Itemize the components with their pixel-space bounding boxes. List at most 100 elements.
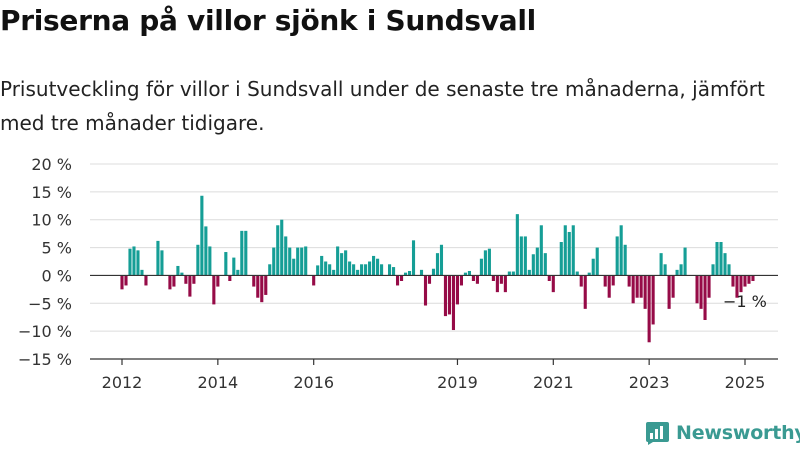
bar — [683, 247, 687, 276]
bar — [615, 236, 619, 276]
bar — [539, 225, 543, 276]
bar — [547, 275, 551, 281]
bar — [372, 255, 376, 276]
bar — [695, 275, 699, 304]
bar — [200, 195, 204, 276]
bar — [607, 275, 611, 298]
bar — [407, 270, 412, 276]
bar — [356, 269, 360, 276]
bar — [627, 275, 631, 287]
x-tick-label: 2012 — [102, 373, 143, 390]
bar — [316, 265, 320, 276]
bar — [451, 275, 456, 331]
bar — [667, 275, 671, 309]
x-tick-label: 2021 — [533, 373, 574, 390]
bar — [212, 275, 216, 305]
bar — [224, 252, 228, 276]
bar — [268, 264, 272, 276]
bar — [411, 240, 416, 276]
bar — [587, 272, 591, 276]
bar — [703, 275, 707, 320]
bar — [168, 275, 172, 290]
bar — [208, 246, 212, 276]
x-tick-label: 2014 — [197, 373, 238, 390]
y-tick-label: 20 % — [31, 155, 72, 174]
bar — [128, 248, 132, 276]
bar — [631, 275, 635, 304]
bar — [324, 261, 328, 276]
bar — [439, 244, 444, 276]
bar — [380, 264, 384, 276]
bar — [136, 250, 140, 276]
bar — [423, 275, 428, 306]
bar — [675, 269, 679, 276]
bar — [332, 269, 336, 276]
bar — [579, 275, 583, 287]
y-tick-label: 15 % — [31, 183, 72, 202]
bar — [639, 275, 643, 298]
bar — [731, 275, 735, 287]
bar — [583, 275, 587, 309]
bar — [388, 264, 392, 276]
bar — [352, 264, 356, 276]
bar — [723, 253, 727, 276]
x-tick-label: 2019 — [437, 373, 478, 390]
bar — [240, 230, 244, 276]
bar — [455, 275, 460, 305]
y-tick-label: 10 % — [31, 211, 72, 230]
bar — [467, 270, 471, 276]
bar — [180, 272, 184, 276]
y-tick-label: −5 % — [28, 294, 72, 313]
bar — [571, 225, 575, 276]
bar — [523, 236, 527, 276]
bar — [280, 219, 284, 276]
bar — [739, 275, 743, 293]
y-tick-label: −15 % — [18, 350, 72, 369]
bar — [320, 255, 324, 276]
bar — [399, 275, 404, 281]
y-tick-label: 5 % — [42, 239, 72, 258]
bar — [487, 248, 491, 276]
bar — [435, 253, 440, 276]
bar — [535, 247, 539, 276]
bar — [563, 225, 567, 276]
bar — [300, 247, 304, 276]
bar — [559, 242, 563, 276]
bar — [328, 264, 332, 276]
bar — [368, 261, 372, 276]
data-label: −1 % — [723, 292, 767, 311]
bar — [344, 250, 348, 276]
page-subtitle: Prisutveckling för villor i Sundsvall un… — [0, 77, 765, 135]
bar — [511, 271, 515, 276]
bar — [679, 264, 683, 276]
bar — [463, 272, 467, 276]
logo-text: Newsworthy — [676, 422, 800, 444]
bar — [491, 275, 495, 281]
bar — [475, 275, 479, 284]
bar — [236, 269, 240, 276]
bar — [252, 275, 256, 287]
bar — [507, 271, 511, 276]
bar — [751, 275, 755, 281]
bar — [519, 236, 523, 276]
bar — [743, 275, 747, 287]
bar — [659, 253, 663, 276]
bar — [376, 258, 380, 276]
bar — [124, 275, 128, 286]
bar — [132, 246, 136, 276]
bar — [531, 254, 535, 276]
bar — [216, 275, 220, 287]
bar — [747, 275, 751, 284]
bar — [196, 244, 200, 276]
bar — [232, 257, 236, 276]
bar — [340, 253, 344, 276]
bar — [403, 272, 408, 276]
bar — [336, 246, 340, 276]
bar — [527, 269, 531, 276]
bar — [567, 231, 571, 276]
bar — [595, 247, 599, 276]
x-tick-label: 2025 — [725, 373, 766, 390]
bar — [479, 258, 483, 276]
bar — [543, 253, 547, 276]
bar — [391, 267, 396, 276]
